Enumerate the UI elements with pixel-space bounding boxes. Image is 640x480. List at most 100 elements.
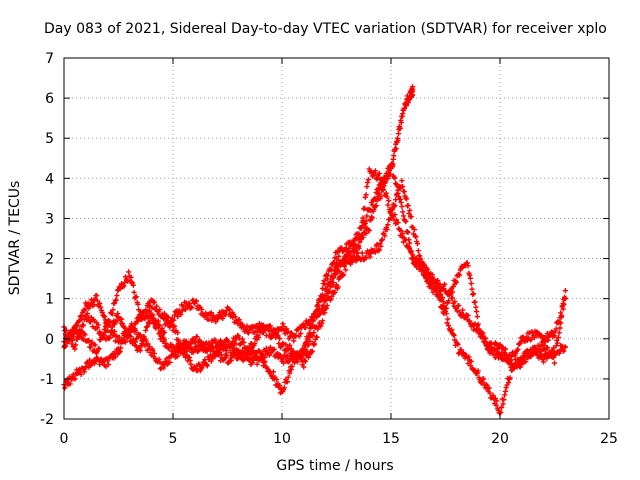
- data-point-track-a: [118, 345, 124, 351]
- data-point-track-c: [373, 203, 379, 209]
- data-point-track-d: [340, 257, 347, 263]
- data-point-track-d: [555, 334, 561, 340]
- data-point-track-d: [74, 322, 80, 328]
- data-point-track-c: [398, 199, 404, 205]
- data-point-track-c: [123, 329, 129, 335]
- data-point-track-d: [113, 297, 119, 303]
- data-point-track-b: [486, 385, 492, 391]
- data-point-track-c: [108, 329, 115, 335]
- data-point-track-b: [287, 342, 293, 348]
- y-tick-label: 7: [45, 51, 54, 67]
- data-point-track-c: [273, 331, 279, 337]
- data-point-track-c: [266, 328, 272, 334]
- data-point-track-d: [300, 345, 306, 352]
- data-point-track-d: [553, 343, 559, 349]
- data-point-track-d: [363, 192, 369, 198]
- data-point-track-c: [72, 346, 78, 352]
- data-point-track-d: [483, 339, 489, 345]
- data-point-track-b: [234, 347, 240, 353]
- data-point-track-a: [151, 299, 157, 305]
- data-point-track-c: [531, 334, 537, 341]
- data-point-track-b: [382, 233, 388, 239]
- data-point-track-a: [157, 307, 163, 313]
- data-point-track-d: [446, 292, 452, 298]
- data-point-track-d: [554, 337, 560, 343]
- data-point-track-c: [514, 347, 520, 353]
- data-point-track-c: [95, 322, 101, 328]
- data-point-track-c: [351, 238, 357, 244]
- data-point-track-b: [363, 255, 369, 261]
- data-point-track-b: [450, 331, 456, 338]
- data-point-track-d: [330, 280, 336, 286]
- y-tick-label: 5: [45, 131, 54, 147]
- data-point-track-c: [465, 313, 471, 319]
- data-point-track-d: [388, 206, 394, 212]
- data-point-track-c: [171, 317, 177, 323]
- data-point-track-b: [256, 334, 262, 340]
- data-point-track-a: [200, 363, 206, 369]
- data-point-track-d: [467, 272, 473, 278]
- x-tick-label: 5: [169, 431, 178, 447]
- data-point-track-d: [140, 310, 146, 316]
- data-point-track-d: [241, 340, 247, 346]
- data-point-track-d: [562, 295, 568, 301]
- data-point-track-c: [502, 346, 509, 352]
- data-point-track-b: [374, 241, 380, 247]
- data-point-track-b: [445, 316, 451, 322]
- y-tick-label: 6: [45, 91, 54, 107]
- data-point-track-b: [156, 356, 162, 362]
- data-point-track-d: [551, 354, 557, 360]
- data-point-track-d: [246, 344, 252, 350]
- data-point-track-d: [154, 321, 160, 327]
- axis-ticks: [63, 57, 610, 420]
- data-point-track-a: [224, 352, 230, 359]
- data-point-track-b: [415, 248, 421, 254]
- data-point-track-a: [285, 374, 291, 380]
- data-point-track-b: [376, 247, 382, 253]
- data-point-track-d: [222, 344, 228, 350]
- data-point-track-c: [140, 342, 146, 348]
- data-point-track-b: [460, 349, 466, 355]
- data-point-track-d: [435, 283, 441, 289]
- x-tick-label: 0: [60, 431, 69, 447]
- data-point-track-d: [464, 260, 470, 266]
- data-point-track-b: [413, 234, 419, 240]
- data-point-track-c: [161, 329, 167, 335]
- data-point-track-b: [349, 259, 355, 265]
- data-point-track-c: [366, 228, 372, 234]
- data-point-track-b: [122, 335, 128, 341]
- data-point-track-b: [157, 366, 164, 372]
- data-point-track-b: [414, 241, 421, 247]
- data-point-track-d: [486, 344, 492, 350]
- data-point-track-b: [329, 293, 335, 299]
- data-point-track-a: [154, 303, 160, 309]
- data-point-track-b: [343, 267, 349, 273]
- data-point-track-b: [507, 375, 513, 381]
- data-point-track-b: [406, 210, 412, 216]
- data-point-track-c: [268, 335, 274, 341]
- data-point-track-b: [451, 332, 457, 339]
- data-point-track-d: [107, 319, 113, 325]
- data-point-track-d: [359, 219, 365, 225]
- data-point-track-d: [150, 315, 156, 321]
- data-point-track-d: [429, 272, 435, 278]
- data-point-track-a: [81, 369, 87, 375]
- data-point-track-b: [87, 344, 94, 350]
- data-point-track-c: [549, 329, 555, 335]
- y-tick-label: 1: [45, 292, 54, 308]
- data-point-track-d: [133, 294, 139, 300]
- data-point-track-c: [395, 187, 401, 193]
- data-point-track-a: [270, 369, 276, 375]
- data-point-track-b: [499, 404, 505, 411]
- data-point-track-a: [71, 375, 77, 381]
- data-point-track-c: [155, 318, 161, 324]
- data-point-track-a: [273, 376, 280, 383]
- data-point-track-a: [409, 92, 416, 98]
- data-point-track-d: [558, 314, 565, 320]
- data-point-track-a: [105, 361, 111, 368]
- data-point-track-a: [398, 120, 404, 126]
- data-point-track-b: [194, 334, 200, 340]
- data-point-track-d: [271, 346, 277, 352]
- data-point-track-d: [291, 353, 297, 359]
- data-point-track-c: [80, 322, 87, 328]
